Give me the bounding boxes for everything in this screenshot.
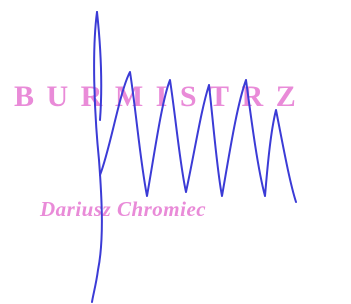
signature [0, 0, 351, 304]
page: {"stamp": {"title": "BURMISTRZ", "name":… [0, 0, 351, 304]
signature-stroke [97, 12, 296, 202]
